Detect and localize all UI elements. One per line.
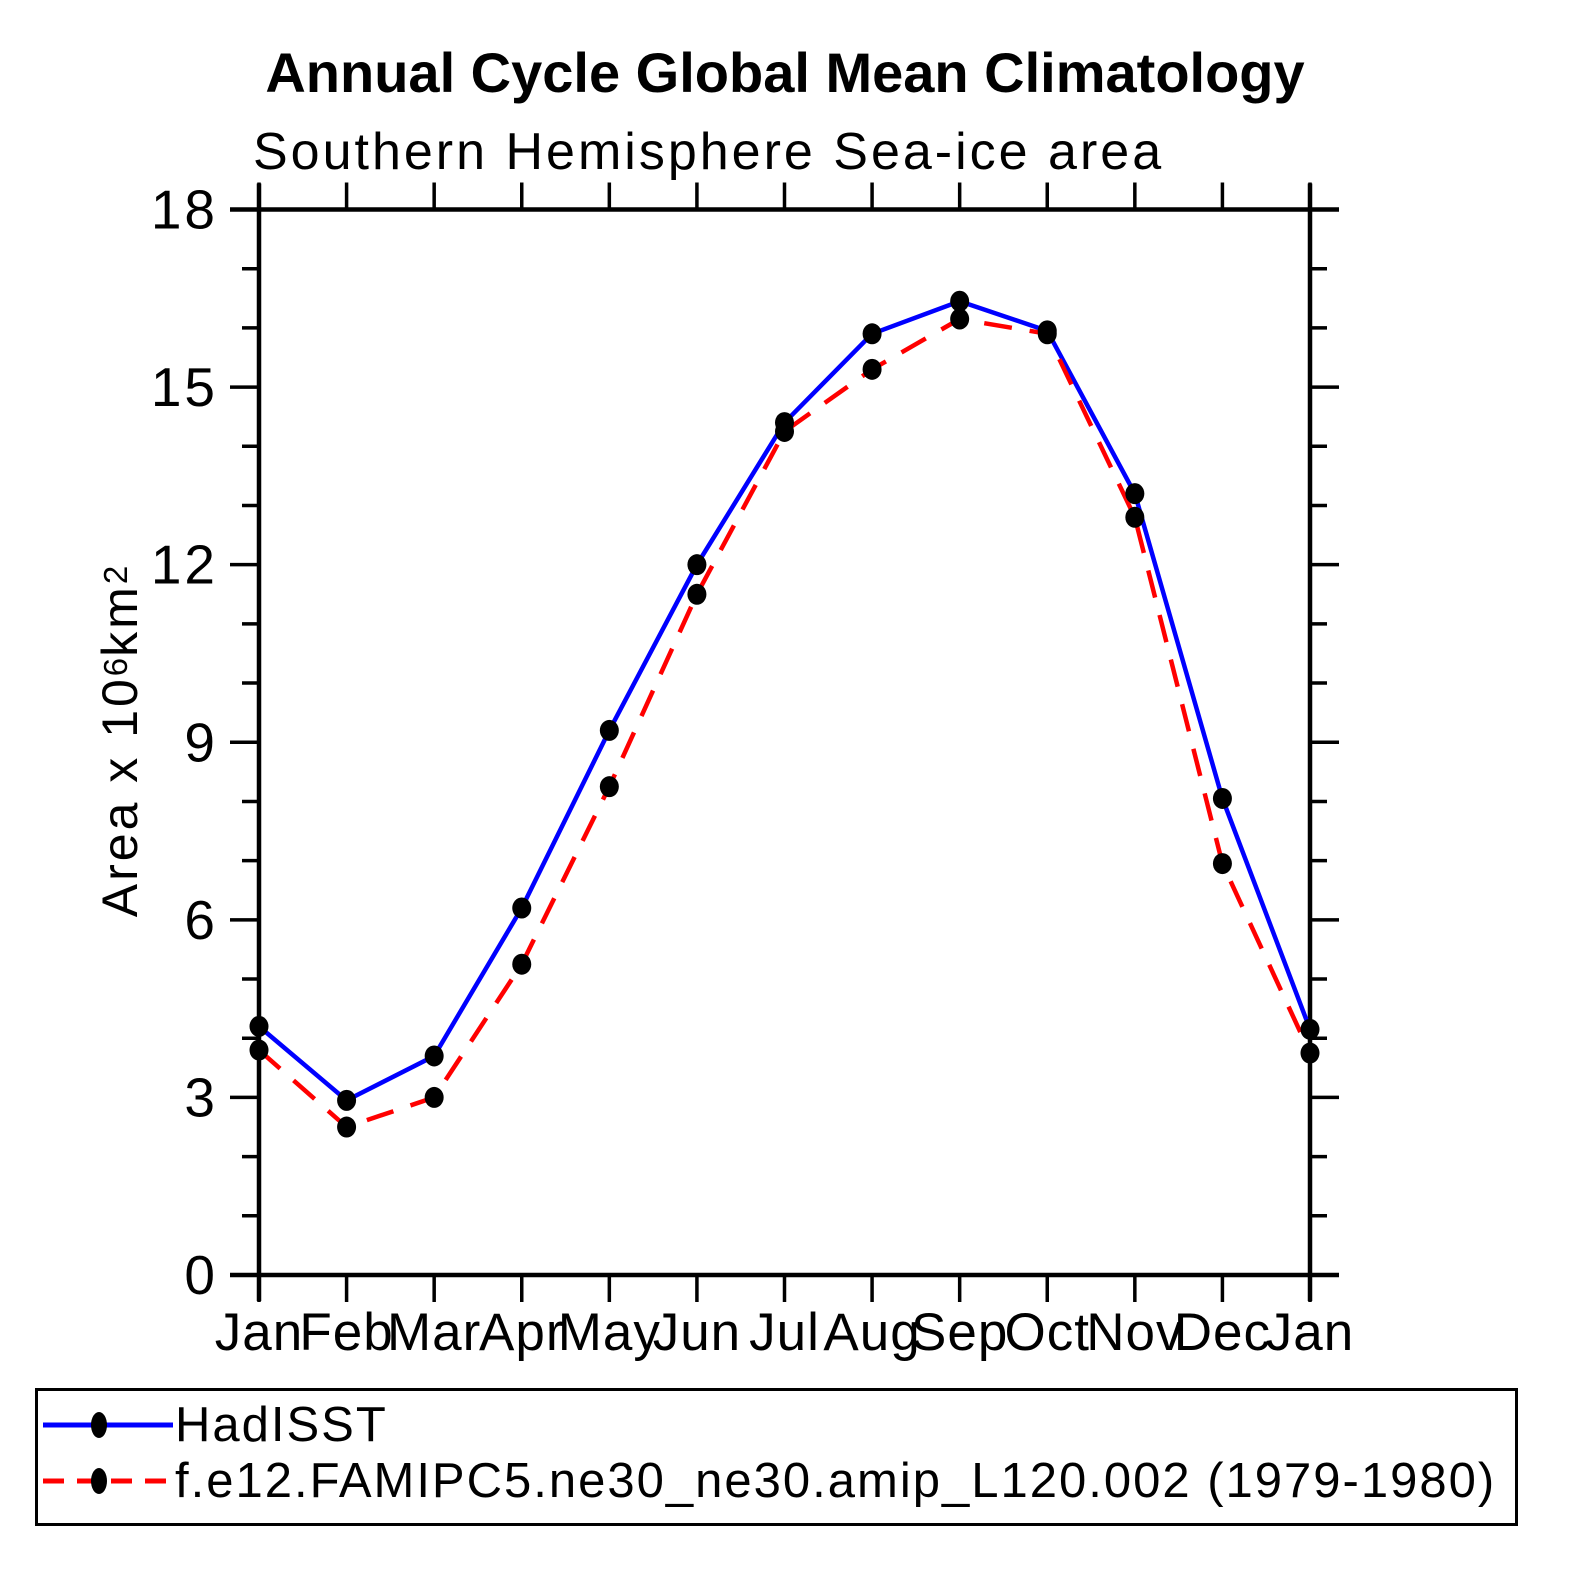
- data-point-marker: [950, 290, 970, 312]
- x-tick-label: Mar: [387, 1303, 481, 1362]
- data-point-marker: [599, 719, 619, 741]
- data-point-marker: [249, 1015, 269, 1037]
- legend-row-hadisst: HadISST: [41, 1398, 388, 1452]
- x-tick-label: Oct: [1005, 1303, 1090, 1362]
- legend-box: HadISST f.e12.FAMIPC5.ne30_ne30.amip_L12…: [35, 1388, 1518, 1526]
- x-tick-label: Feb: [299, 1303, 393, 1362]
- data-point-marker: [599, 776, 619, 798]
- data-point-marker: [1300, 1042, 1320, 1064]
- y-tick-label: 18: [151, 179, 218, 241]
- data-point-marker: [1300, 1018, 1320, 1040]
- chart-subtitle: Southern Hemisphere Sea-ice area: [253, 123, 1165, 181]
- y-tick-label: 15: [151, 356, 218, 418]
- y-tick-label: 0: [184, 1244, 218, 1306]
- x-tick-label: Jan: [1266, 1303, 1354, 1362]
- x-tick-label: Dec: [1174, 1303, 1271, 1362]
- chart-title: Annual Cycle Global Mean Climatology: [265, 41, 1305, 104]
- x-tick-label: Sep: [911, 1303, 1008, 1362]
- y-tick-label: 9: [184, 711, 218, 773]
- legend-marker-dot: [91, 1412, 107, 1438]
- data-point-marker: [862, 358, 882, 380]
- x-tick-label: May: [558, 1303, 661, 1362]
- data-point-marker: [1125, 506, 1145, 528]
- axis-frame: [230, 183, 1339, 1301]
- data-point-marker: [1212, 853, 1232, 875]
- legend-label-hadisst: HadISST: [175, 1398, 388, 1452]
- legend-sample-hadisst-line: [43, 1412, 173, 1438]
- data-point-marker: [337, 1089, 357, 1111]
- data-point-marker: [424, 1045, 444, 1067]
- data-point-marker: [862, 323, 882, 345]
- x-tick-label: Jul: [749, 1303, 820, 1362]
- legend-row-model: f.e12.FAMIPC5.ne30_ne30.amip_L120.002 (1…: [41, 1454, 1497, 1508]
- legend-sample-model-line: [43, 1468, 173, 1494]
- data-point-marker: [1212, 787, 1232, 809]
- data-point-marker: [687, 583, 707, 605]
- legend-marker-dot: [91, 1468, 107, 1494]
- data-point-marker: [687, 554, 707, 576]
- legend-label-model: f.e12.FAMIPC5.ne30_ne30.amip_L120.002 (1…: [175, 1454, 1497, 1508]
- data-point-marker: [512, 953, 532, 975]
- series-markers-model: [249, 308, 1320, 1138]
- data-point-marker: [424, 1086, 444, 1108]
- y-tick-labels: 0 3 6 9 12 15 18: [151, 179, 218, 1307]
- x-tick-label: Apr: [479, 1303, 564, 1362]
- y-ticks: [230, 207, 1339, 1277]
- y-tick-label: 3: [184, 1066, 218, 1128]
- data-point-marker: [775, 420, 794, 442]
- x-tick-label: Jan: [215, 1303, 303, 1362]
- y-tick-label: 6: [184, 889, 218, 951]
- data-point-marker: [249, 1039, 269, 1061]
- x-tick-label: Aug: [823, 1303, 920, 1362]
- data-point-marker: [337, 1116, 357, 1138]
- data-point-marker: [950, 308, 970, 330]
- data-point-marker: [1037, 323, 1057, 345]
- y-tick-label: 12: [151, 534, 218, 596]
- data-point-marker: [512, 897, 532, 919]
- x-tick-label: Nov: [1086, 1303, 1183, 1362]
- x-ticks: [257, 182, 1312, 1302]
- series-markers-hadisst: [249, 290, 1320, 1111]
- data-point-marker: [1125, 483, 1145, 505]
- x-tick-label: Jun: [653, 1303, 741, 1362]
